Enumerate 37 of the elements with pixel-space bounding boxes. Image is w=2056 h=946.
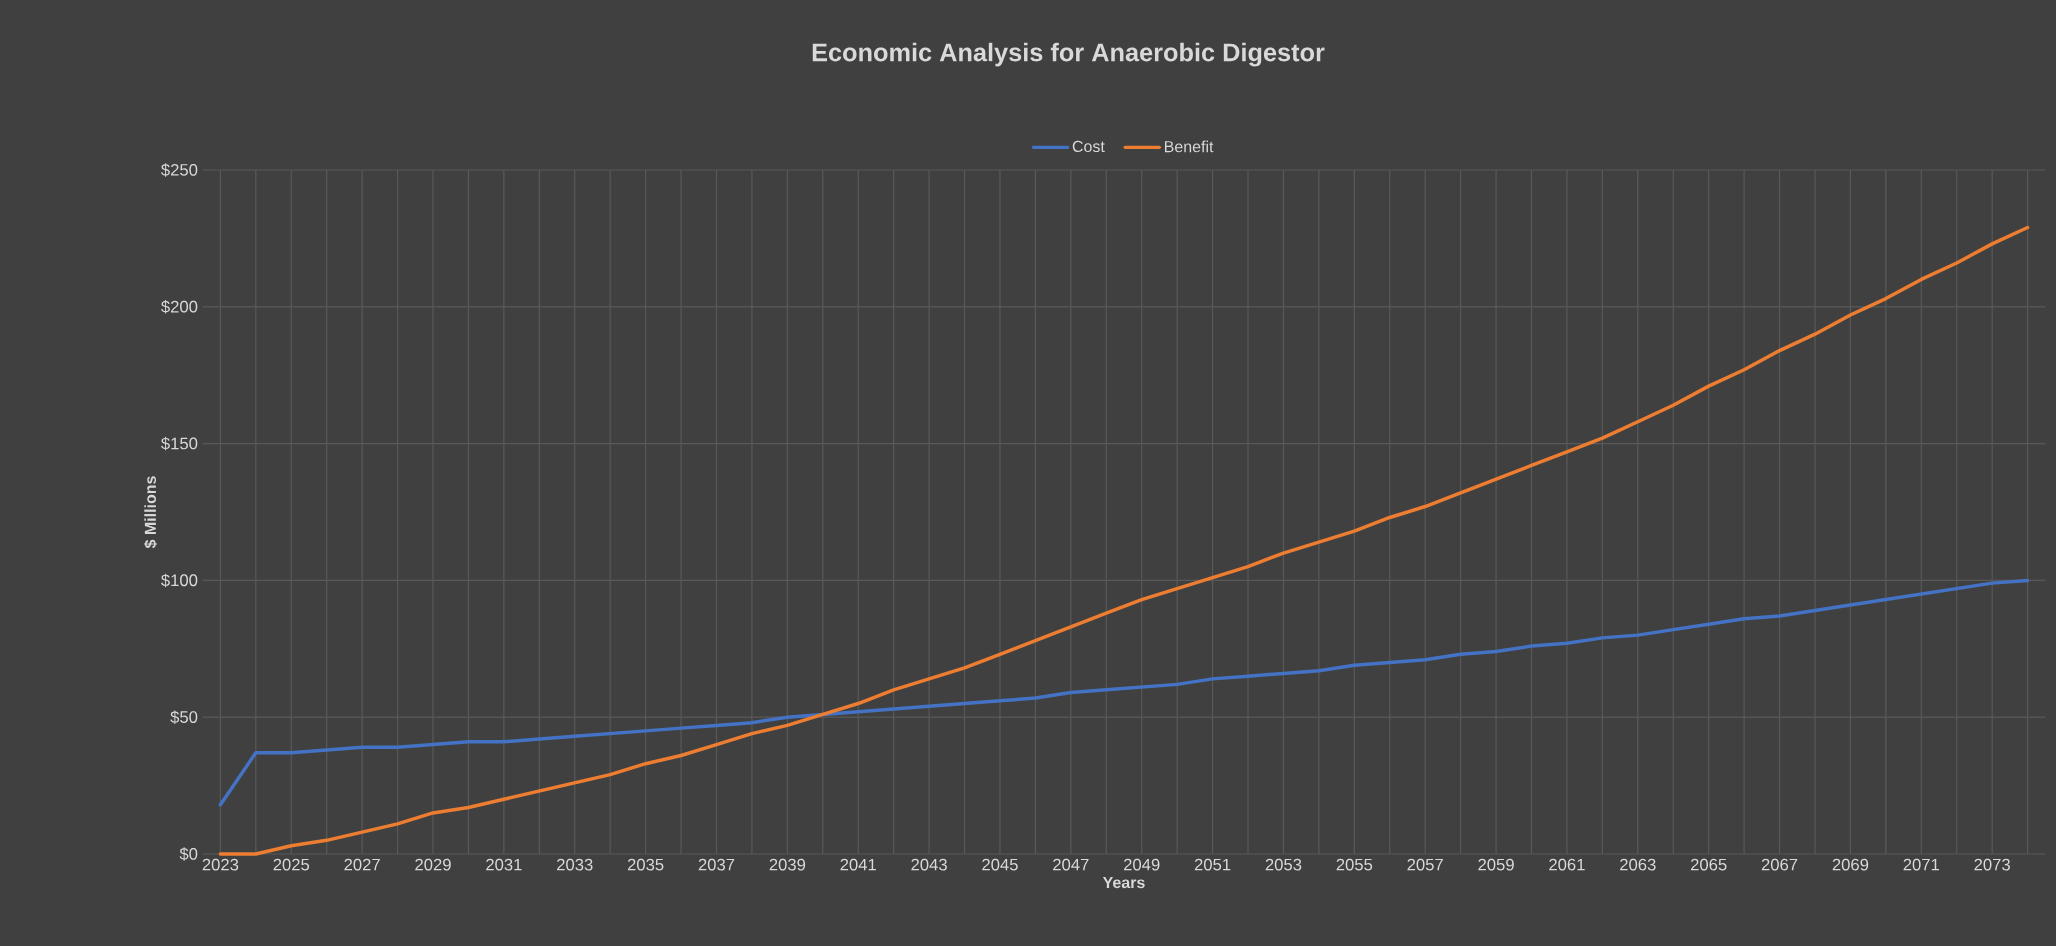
- x-tick-label: 2073: [1974, 858, 2010, 871]
- y-tick-label: $100: [161, 573, 198, 588]
- x-tick-label: 2033: [557, 858, 593, 871]
- y-axis-title: $ Millions: [143, 476, 158, 549]
- x-tick-label: 2037: [698, 858, 735, 871]
- y-tick-label: $50: [170, 710, 198, 724]
- x-tick-label: 2035: [627, 858, 664, 871]
- x-tick-label: 2045: [982, 858, 1018, 871]
- x-tick-label: 2025: [273, 858, 310, 871]
- y-tick-label: $150: [161, 436, 198, 451]
- x-tick-label: 2047: [1053, 858, 1089, 871]
- x-tick-label: 2043: [911, 858, 947, 871]
- x-tick-label: 2057: [1407, 858, 1443, 871]
- x-tick-label: 2067: [1761, 858, 1798, 871]
- y-tick-label: $200: [161, 300, 198, 314]
- x-tick-label: 2059: [1478, 858, 1514, 871]
- x-tick-label: 2051: [1194, 858, 1231, 871]
- x-tick-label: 2065: [1690, 858, 1727, 871]
- x-tick-label: 2049: [1124, 858, 1160, 871]
- x-tick-label: 2027: [344, 858, 380, 871]
- x-tick-label: 2041: [840, 858, 876, 871]
- x-tick-label: 2023: [202, 858, 239, 871]
- y-tick-label: $250: [161, 163, 198, 177]
- x-tick-label: 2069: [1832, 858, 1869, 871]
- x-tick-label: 2071: [1903, 858, 1939, 871]
- x-tick-label: 2053: [1265, 858, 1302, 871]
- legend-label: Benefit: [1164, 140, 1214, 153]
- legend-label: Cost: [1072, 140, 1105, 153]
- x-tick-label: 2029: [415, 858, 451, 871]
- x-tick-label: 2055: [1336, 858, 1373, 871]
- chart-title: Economic Analysis for Anaerobic Digestor: [812, 42, 1325, 67]
- x-tick-label: 2063: [1620, 858, 1656, 871]
- x-tick-label: 2039: [769, 858, 806, 871]
- y-tick-label: $0: [179, 847, 198, 861]
- x-tick-label: 2061: [1549, 858, 1585, 871]
- x-tick-label: 2031: [486, 858, 522, 871]
- x-axis-title: Years: [1102, 877, 1145, 889]
